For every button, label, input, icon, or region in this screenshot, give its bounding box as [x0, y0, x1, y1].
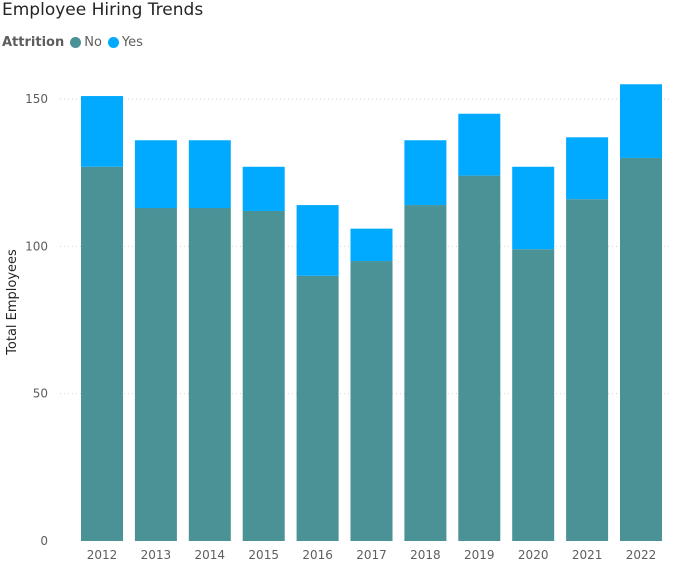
bar-no-2013[interactable]: [134, 208, 177, 541]
x-tick-label: 2015: [248, 548, 279, 562]
legend-label-no: No: [84, 35, 102, 50]
y-tick-label: 100: [25, 239, 48, 253]
x-tick-label: 2017: [356, 548, 387, 562]
chart-title: Employee Hiring Trends: [2, 0, 204, 20]
bar-yes-2012[interactable]: [81, 96, 123, 167]
x-tick-label: 2020: [518, 548, 549, 562]
legend-label-yes: Yes: [121, 35, 143, 50]
x-tick-label: 2012: [87, 548, 118, 562]
legend-marker-yes: [107, 37, 119, 48]
bar-yes-2022[interactable]: [620, 84, 662, 158]
bar-no-2012[interactable]: [81, 166, 123, 542]
x-tick-label: 2021: [572, 548, 603, 562]
bar-yes-2018[interactable]: [404, 140, 447, 206]
x-tick-label: 2018: [410, 548, 441, 562]
bar-yes-2020[interactable]: [512, 166, 555, 250]
bar-no-2020[interactable]: [512, 249, 555, 541]
x-tick-label: 2016: [302, 548, 333, 562]
bar-yes-2014[interactable]: [188, 140, 231, 209]
bar-yes-2016[interactable]: [296, 205, 339, 276]
bar-no-2021[interactable]: [566, 199, 609, 542]
legend-item-no[interactable]: No: [70, 35, 102, 50]
y-axis-label: Total Employees: [5, 249, 20, 356]
bar-no-2017[interactable]: [350, 261, 393, 541]
legend-item-yes[interactable]: Yes: [107, 35, 143, 50]
x-tick-label: 2014: [195, 548, 226, 562]
bar-no-2014[interactable]: [188, 208, 231, 541]
x-tick-label: 2013: [141, 548, 172, 562]
y-tick-label: 150: [25, 92, 48, 106]
legend-marker-no: [70, 37, 82, 48]
bar-no-2018[interactable]: [404, 205, 447, 541]
bar-yes-2021[interactable]: [566, 137, 609, 200]
x-tick-label: 2022: [626, 548, 657, 562]
legend: Attrition No Yes: [2, 35, 149, 50]
y-tick-label: 50: [33, 387, 48, 401]
bar-no-2019[interactable]: [458, 175, 501, 541]
bar-no-2015[interactable]: [242, 210, 285, 541]
bar-yes-2013[interactable]: [134, 140, 177, 209]
x-tick-label: 2019: [464, 548, 495, 562]
bar-no-2016[interactable]: [296, 275, 339, 541]
bar-no-2022[interactable]: [620, 157, 662, 541]
bar-yes-2019[interactable]: [458, 113, 501, 176]
y-tick-label: 0: [40, 534, 48, 548]
bar-yes-2015[interactable]: [242, 166, 285, 211]
legend-title: Attrition: [2, 35, 65, 50]
bar-yes-2017[interactable]: [350, 228, 393, 262]
